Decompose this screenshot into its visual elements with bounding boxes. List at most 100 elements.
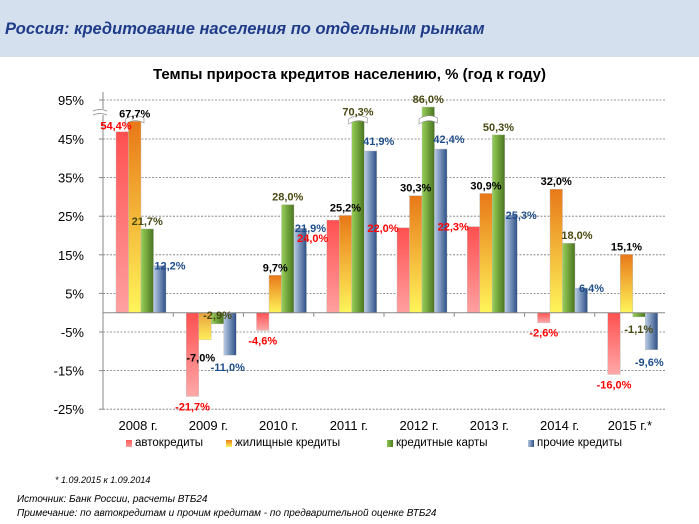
header-band: Россия: кредитование населения по отдель… [0,0,699,57]
y-axis-break-bg [73,109,107,115]
y-axis-ticks: 95% 45% 35% 25% 15% 5% -5% -15% -25% [54,93,103,417]
bar-прочие-кредиты-0 [153,265,167,313]
bar-жилищные-кредиты-6 [549,188,563,313]
y-tick-label: -25% [54,402,85,417]
data-label: 30,9% [470,180,501,192]
data-labels: 54,4%67,7% 21,7% 12,2% -21,7% -7,0% -2,9% -11,… [100,94,663,413]
bar-жилищные-кредиты-3 [339,215,352,313]
y-tick-label: -5% [61,325,85,340]
data-label: 25,3% [506,210,537,222]
y-tick-label: 25% [58,209,84,224]
legend-item-other: прочие кредиты [528,437,622,449]
data-label: 22,0% [367,223,398,235]
x-tick-label: 2013 г. [470,418,509,433]
data-label: -4,6% [248,335,277,347]
x-tick-label: 2008 г. [118,418,157,433]
bar-автокредиты-4 [396,227,410,313]
y-tick-label: 15% [58,248,84,263]
bar-автокредиты-3 [326,219,340,313]
x-tick-label: 2010 г. [259,418,298,433]
footnote: * 1.09.2015 к 1.09.2014 [55,475,151,485]
source-line: Источник: Банк России, расчеты ВТБ24 [17,494,208,505]
bar-автокредиты-0 [115,131,129,313]
bar-кредитные-карты-0 [140,228,154,313]
chart-title: Темпы прироста кредитов населению, % (го… [152,66,547,83]
x-tick-label: 2014 г. [540,418,579,433]
gridlines [103,99,665,410]
data-label: 12,2% [154,261,185,273]
x-axis-ticks: 2008 г. 2009 г. 2010 г. 2011 г. 2012 г. 2013 … [118,312,652,433]
data-label: -9,6% [635,357,664,369]
data-label: 30,3% [400,183,431,195]
data-label: 28,0% [272,192,303,204]
data-label: -21,7% [175,401,210,413]
data-label: 50,3% [483,122,514,134]
bar-кредитные-карты-2 [281,204,295,313]
legend-item-auto: автокредиты [126,437,203,449]
axis-break-mark [418,115,438,125]
data-label: -2,9% [203,310,232,322]
y-tick-label: 95% [58,93,84,108]
bar-жилищные-кредиты-5 [479,193,493,313]
bar-автокредиты-7 [607,312,621,375]
axis-break-mark [125,115,145,125]
data-label: 24,0% [297,233,328,245]
data-label: 32,0% [541,176,572,188]
legend-swatch-cards [387,439,393,447]
bar-жилищные-кредиты-4 [409,195,423,313]
bar-кредитные-карты-6 [562,243,576,313]
legend-swatch-auto [126,439,132,447]
y-tick-label: 45% [58,132,84,147]
bar-кредитные-карты-3 [351,119,365,313]
x-tick-label: 2009 г. [189,418,228,433]
legend-item-cards: кредитные карты [387,437,488,449]
legend-label: прочие кредиты [537,437,623,449]
data-label: 21,9% [295,223,326,235]
legend-label: жилищные кредиты [235,437,341,449]
data-label: 22,3% [438,222,469,234]
data-label: -2,6% [529,328,558,340]
x-tick-label: 2012 г. [399,418,438,433]
bar-автокредиты-5 [467,226,480,313]
data-label: 42,4% [433,134,464,146]
data-label: 9,7% [263,262,288,274]
y-tick-label: 5% [65,286,84,301]
legend-swatch-other [528,439,534,447]
legend-label: автокредиты [135,437,204,449]
bar-автокредиты-2 [256,312,270,331]
legend-swatch-housing [226,439,232,447]
data-label: 25,2% [330,202,361,214]
data-label: -7,0% [186,353,215,365]
source-note: Источник: Банк России, расчеты ВТБ24 При… [17,493,436,521]
data-label: -11,0% [211,362,245,374]
bar-кредитные-карты-5 [492,134,505,313]
data-label: 54,4% [100,121,131,133]
note-line: Примечание: по автокредитам и прочим кре… [17,508,437,519]
axis-break-mark [348,115,368,125]
y-tick-label: 35% [58,171,84,186]
data-label: 21,7% [132,216,163,228]
page-title: Россия: кредитование населения по отдель… [5,20,485,38]
data-label: 15,1% [611,241,642,253]
data-label: 18,0% [561,230,592,242]
x-tick-label: 2011 г. [330,418,368,433]
data-label: 86,0% [413,94,444,106]
bar-жилищные-кредиты-2 [268,275,282,313]
bars [115,106,658,397]
y-axis-break-mark [92,109,108,116]
bar-кредитные-карты-7 [632,312,646,318]
data-label: -16,0% [597,379,632,391]
data-label: 41,9% [363,136,394,148]
x-tick-label: 2015 г.* [608,418,652,433]
bar-жилищные-кредиты-7 [620,254,633,313]
data-label: 67,7% [119,108,150,120]
bar-автокредиты-6 [537,312,551,323]
data-label: 6,4% [579,283,604,295]
bar-прочие-кредиты-5 [504,214,518,313]
legend-item-housing: жилищные кредиты [226,437,340,449]
legend-label: кредитные карты [396,437,488,449]
data-label: -1,1% [624,324,653,336]
data-label: 70,3% [342,106,373,118]
y-tick-label: -15% [54,364,85,379]
